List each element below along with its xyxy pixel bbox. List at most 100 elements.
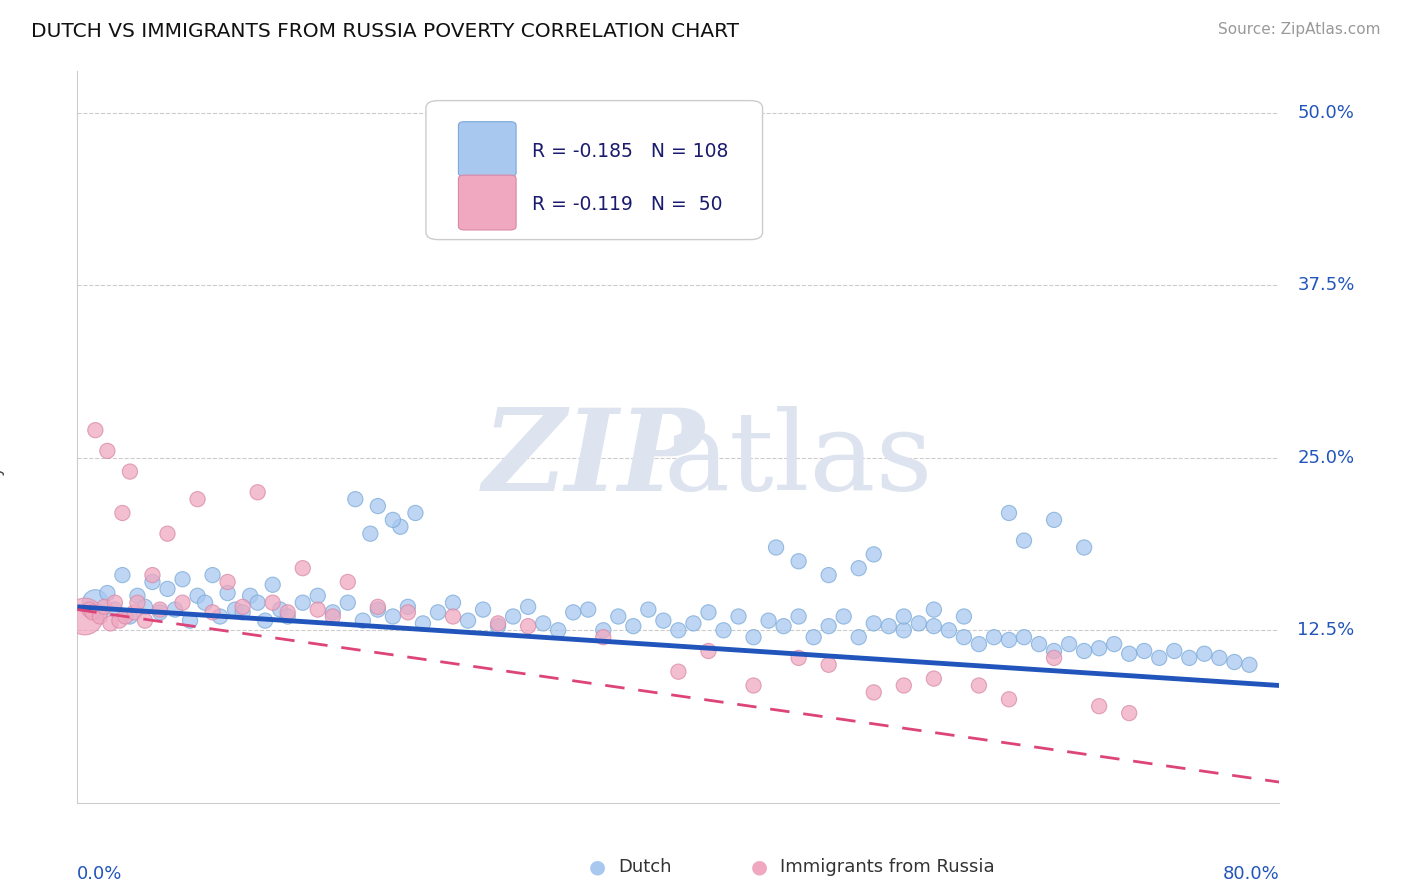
- Text: 50.0%: 50.0%: [1298, 103, 1354, 122]
- Point: [1102, 637, 1125, 651]
- Point: [179, 614, 201, 628]
- Point: [472, 602, 495, 616]
- Point: [1239, 657, 1261, 672]
- Point: [877, 619, 900, 633]
- Point: [149, 602, 172, 616]
- Point: [118, 465, 141, 479]
- Point: [1057, 637, 1080, 651]
- Point: [938, 624, 960, 638]
- Point: [1088, 641, 1111, 656]
- Point: [862, 685, 884, 699]
- Point: [84, 596, 107, 610]
- Text: 25.0%: 25.0%: [1298, 449, 1354, 467]
- Point: [817, 657, 839, 672]
- Point: [998, 692, 1021, 706]
- Point: [862, 548, 884, 562]
- Point: [209, 609, 232, 624]
- Point: [246, 485, 269, 500]
- Point: [322, 605, 344, 619]
- Point: [502, 609, 524, 624]
- Point: [1043, 651, 1066, 665]
- Point: [108, 614, 131, 628]
- Point: [713, 624, 735, 638]
- Point: [412, 616, 434, 631]
- Text: DUTCH VS IMMIGRANTS FROM RUSSIA POVERTY CORRELATION CHART: DUTCH VS IMMIGRANTS FROM RUSSIA POVERTY …: [31, 22, 740, 41]
- Point: [201, 568, 224, 582]
- Point: [953, 630, 976, 644]
- Point: [254, 614, 277, 628]
- Point: [156, 526, 179, 541]
- Point: [96, 443, 118, 458]
- Point: [389, 520, 412, 534]
- Point: [893, 609, 915, 624]
- Text: R = -0.119   N =  50: R = -0.119 N = 50: [531, 195, 723, 214]
- Point: [217, 574, 239, 589]
- Point: [224, 602, 246, 616]
- Point: [668, 624, 690, 638]
- Point: [344, 492, 367, 507]
- Point: [111, 568, 134, 582]
- Point: [697, 605, 720, 619]
- Point: [817, 568, 839, 582]
- Point: [127, 596, 149, 610]
- Point: [307, 589, 329, 603]
- Point: [141, 574, 163, 589]
- Point: [367, 602, 389, 616]
- Point: [848, 561, 870, 575]
- Point: [787, 609, 810, 624]
- Text: Immigrants from Russia: Immigrants from Russia: [780, 858, 995, 876]
- Point: [1028, 637, 1050, 651]
- Point: [517, 619, 540, 633]
- Point: [172, 572, 194, 586]
- Point: [381, 513, 404, 527]
- Point: [1043, 513, 1066, 527]
- Point: [194, 596, 217, 610]
- Point: [517, 599, 540, 614]
- Point: [1073, 644, 1095, 658]
- Point: [336, 574, 359, 589]
- Point: [562, 605, 585, 619]
- Point: [1163, 644, 1185, 658]
- Point: [232, 605, 254, 619]
- Point: [73, 609, 96, 624]
- Point: [359, 526, 381, 541]
- Point: [307, 602, 329, 616]
- Point: [93, 599, 115, 614]
- Point: [96, 586, 118, 600]
- Point: [239, 589, 262, 603]
- Point: [457, 614, 479, 628]
- Point: [100, 616, 122, 631]
- Point: [322, 609, 344, 624]
- Point: [967, 678, 990, 692]
- Point: [269, 602, 291, 616]
- Point: [141, 568, 163, 582]
- Point: [201, 605, 224, 619]
- Point: [381, 609, 404, 624]
- Point: [396, 599, 419, 614]
- Text: R = -0.185   N = 108: R = -0.185 N = 108: [531, 142, 728, 161]
- Point: [441, 609, 464, 624]
- Point: [163, 602, 186, 616]
- Point: [134, 614, 156, 628]
- Point: [246, 596, 269, 610]
- Point: [291, 596, 314, 610]
- Point: [862, 616, 884, 631]
- Point: [367, 499, 389, 513]
- Point: [1012, 630, 1035, 644]
- Text: Dutch: Dutch: [619, 858, 672, 876]
- Text: atlas: atlas: [664, 406, 934, 513]
- Point: [998, 506, 1021, 520]
- Text: 37.5%: 37.5%: [1298, 277, 1355, 294]
- Point: [967, 637, 990, 651]
- Point: [758, 614, 780, 628]
- Point: [277, 605, 299, 619]
- Point: [441, 596, 464, 610]
- Point: [682, 616, 704, 631]
- Point: [803, 630, 825, 644]
- Point: [922, 672, 945, 686]
- Point: [652, 614, 675, 628]
- Text: 0.0%: 0.0%: [77, 865, 122, 883]
- FancyBboxPatch shape: [426, 101, 762, 240]
- Point: [111, 506, 134, 520]
- Point: [922, 602, 945, 616]
